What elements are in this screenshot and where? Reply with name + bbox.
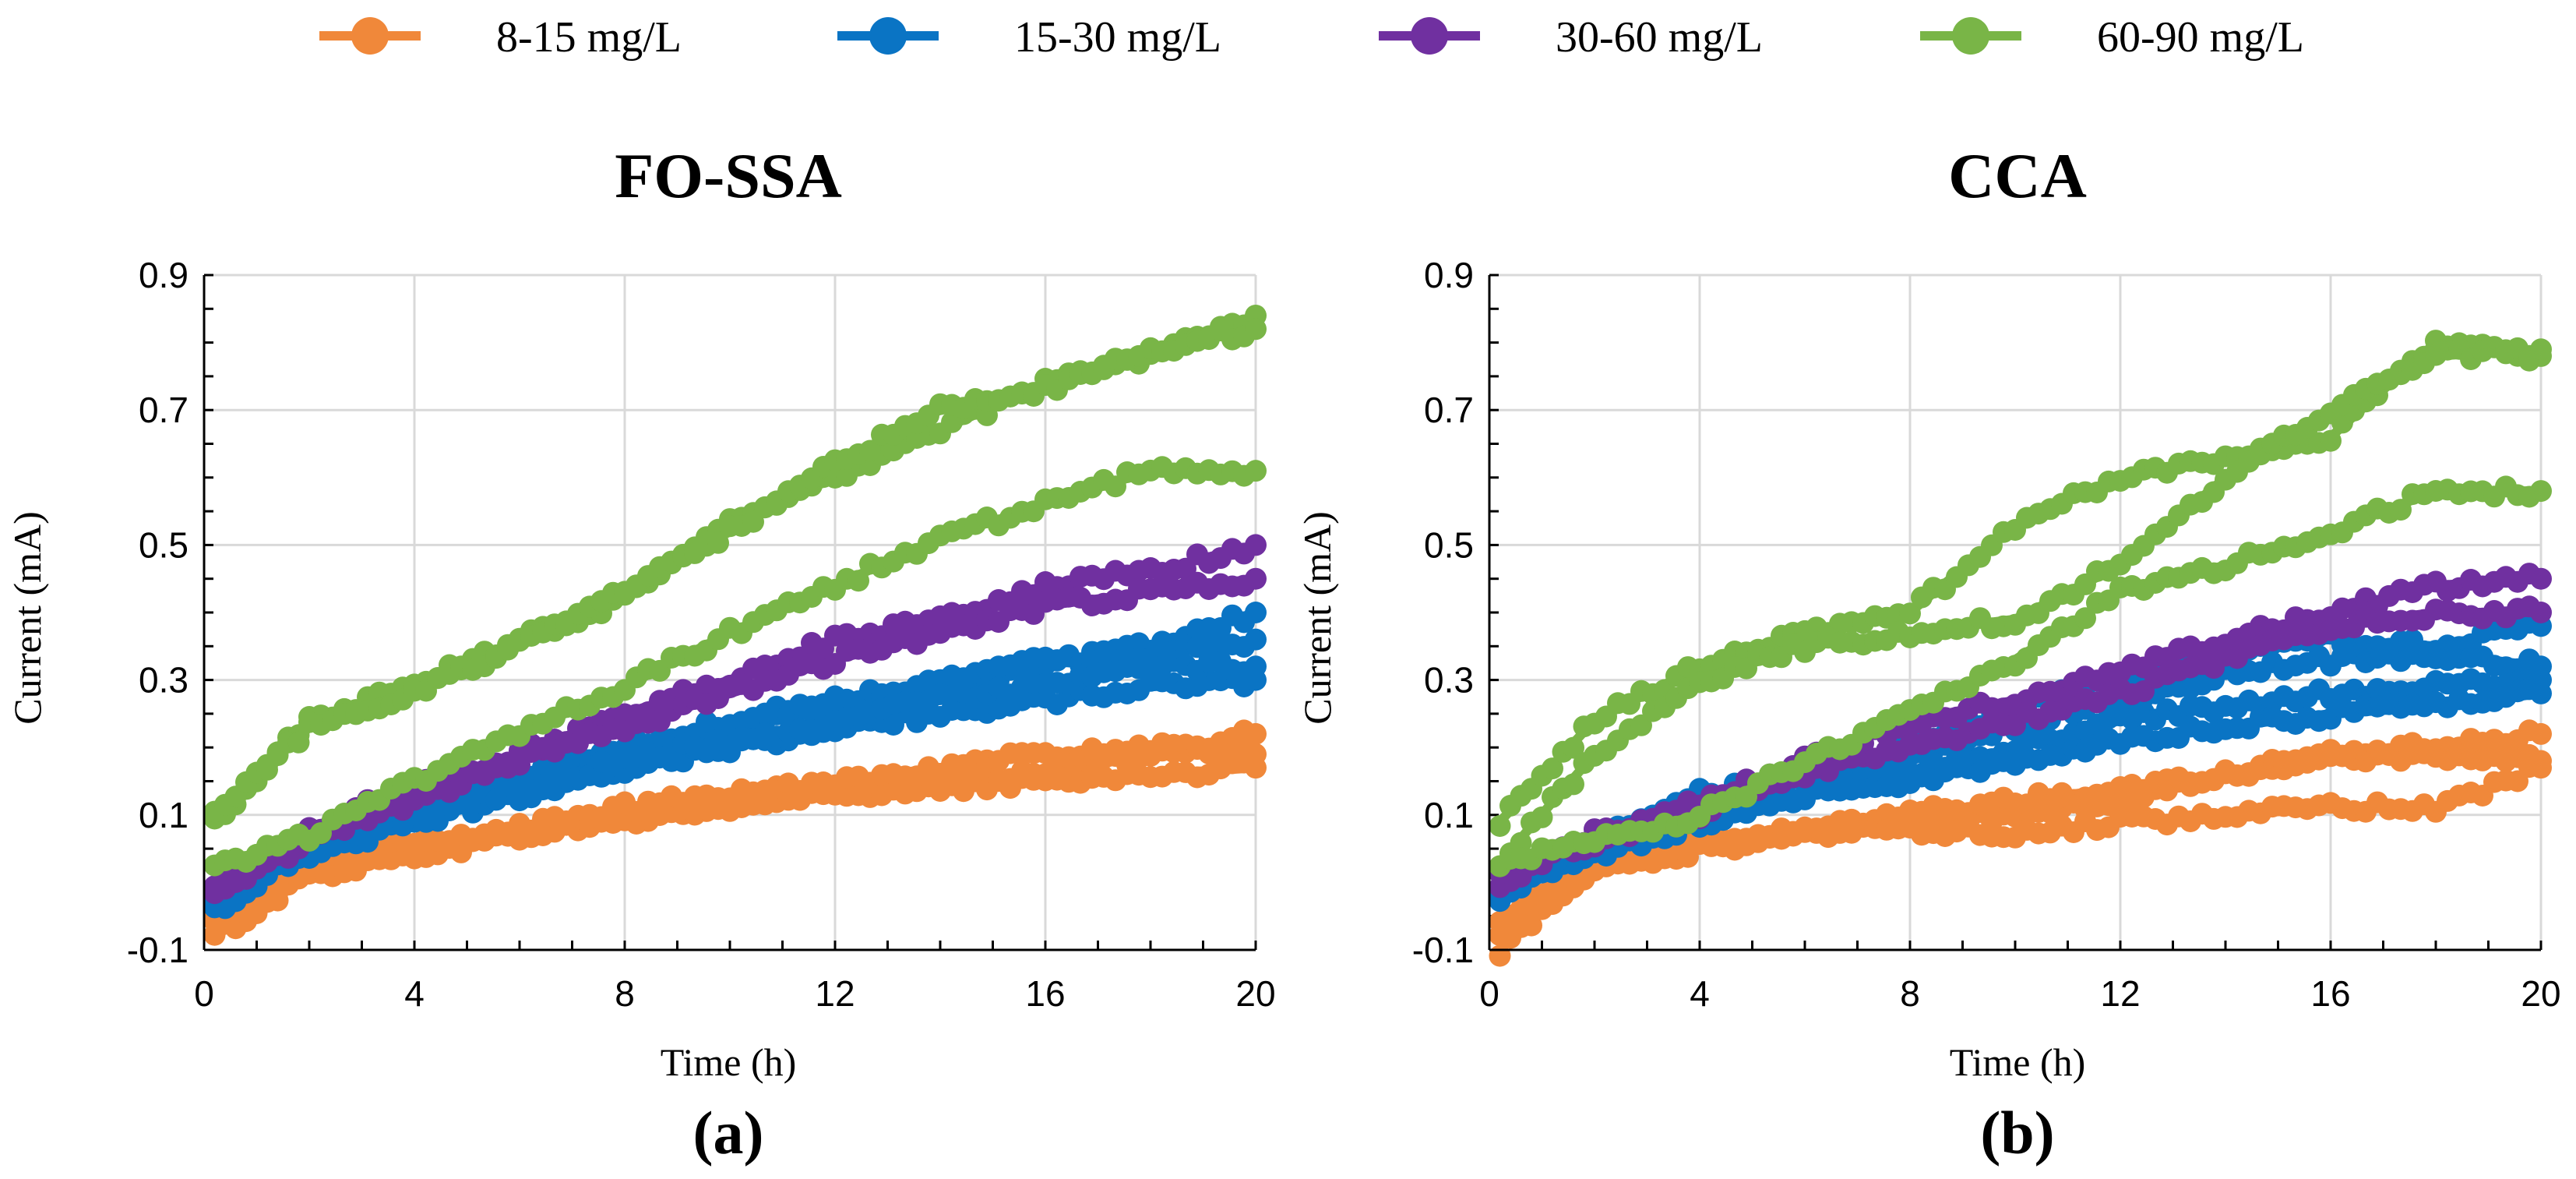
series-8-15-mg-l-b <box>1489 756 2552 947</box>
data-point <box>1563 773 1584 796</box>
data-point <box>1245 743 1267 765</box>
data-point <box>287 731 310 754</box>
data-point <box>2320 429 2342 452</box>
chart-panel-b: CCA 0 4 8 12 16 20 -0.1 0.1 0.3 0.5 0.7 0.9 Time (h… <box>1295 140 2561 1167</box>
x-tick-label-a: 16 <box>1025 973 1065 1014</box>
y-axis-label-b: Current (mA) <box>1295 511 1339 725</box>
data-point <box>1245 460 1267 482</box>
x-tick-label-b: 20 <box>2521 973 2560 1014</box>
x-tick-label-b: 12 <box>2100 973 2140 1014</box>
legend-label-60-90: 60-90 mg/L <box>2097 13 2304 62</box>
data-point <box>2530 567 2552 590</box>
chart-title-a: FO-SSA <box>615 140 842 211</box>
x-axis-label-a: Time (h) <box>661 1040 797 1084</box>
legend-marker-30-60 <box>1411 17 1448 55</box>
data-point <box>1510 831 1532 854</box>
series-60-90-mg-l-a <box>203 456 1267 877</box>
data-point <box>485 789 507 811</box>
y-tick-label-a: 0.5 <box>139 524 189 565</box>
x-tick-label-b: 4 <box>1690 973 1710 1014</box>
data-point <box>2530 722 2552 745</box>
y-tick-label-b: 0.3 <box>1424 660 1474 701</box>
legend-label-30-60: 30-60 mg/L <box>1556 13 1763 62</box>
data-point <box>1899 602 1921 625</box>
data-point <box>2530 757 2552 779</box>
data-point <box>1245 318 1267 341</box>
legend: 8-15 mg/L 15-30 mg/L 30-60 mg/L 60-90 mg… <box>319 13 2304 62</box>
data-point <box>1245 534 1267 556</box>
y-tick-label-b: 0.9 <box>1424 255 1474 295</box>
legend-entry-60-90: 60-90 mg/L <box>1920 13 2304 62</box>
y-axis-label-a: Current (mA) <box>5 511 49 725</box>
panel-label-a: (a) <box>693 1099 764 1167</box>
legend-marker-60-90 <box>1952 17 1989 55</box>
data-point <box>2530 480 2552 503</box>
data-point <box>848 570 869 592</box>
legend-label-15-30: 15-30 mg/L <box>1014 13 1221 62</box>
x-tick-label-a: 12 <box>815 973 855 1014</box>
series-60-90-mg-l-b <box>1489 336 2552 877</box>
data-point <box>1245 655 1267 678</box>
y-tick-label-b: 0.1 <box>1424 795 1474 835</box>
plot-area-b: 0 4 8 12 16 20 -0.1 0.1 0.3 0.5 0.7 0.9 <box>1412 255 2561 1014</box>
data-point <box>2530 682 2552 704</box>
legend-label-8-15: 8-15 mg/L <box>496 13 682 62</box>
y-tick-label-a: 0.3 <box>139 660 189 701</box>
data-point <box>1245 567 1267 590</box>
x-axis-label-b: Time (h) <box>1950 1040 2086 1084</box>
plot-area-a: 0 4 8 12 16 20 -0.1 0.1 0.3 0.5 0.7 0.9 <box>127 255 1276 1014</box>
data-point <box>2530 338 2552 361</box>
legend-marker-8-15 <box>351 17 389 55</box>
panel-label-b: (b) <box>1980 1099 2054 1167</box>
x-tick-label-b: 16 <box>2310 973 2350 1014</box>
chart-title-b: CCA <box>1948 140 2087 211</box>
data-point <box>1563 736 1584 759</box>
legend-entry-8-15: 8-15 mg/L <box>319 13 682 62</box>
x-tick-label-b: 0 <box>1479 973 1499 1014</box>
data-point <box>2390 499 2412 521</box>
y-tick-label-a: 0.7 <box>139 390 189 430</box>
legend-marker-15-30 <box>869 17 907 55</box>
data-point <box>1552 884 1574 905</box>
x-tick-label-a: 0 <box>194 973 214 1014</box>
series-60-90-mg-l-b <box>1489 475 2552 877</box>
data-point <box>1245 628 1267 651</box>
y-tick-label-b: 0.5 <box>1424 524 1474 565</box>
data-point <box>859 439 881 462</box>
data-point <box>1489 815 1511 837</box>
data-point <box>1531 806 1553 828</box>
series-60-90-mg-l-a <box>203 318 1267 823</box>
chart-panel-a: FO-SSA 0 4 8 12 16 20 -0.1 0.1 0.3 0.5 0.7 0.9 Time… <box>5 140 1276 1167</box>
data-point <box>2530 602 2552 623</box>
x-tick-label-b: 8 <box>1900 973 1920 1014</box>
x-tick-label-a: 4 <box>404 973 425 1014</box>
x-tick-label-a: 20 <box>1235 973 1275 1014</box>
y-tick-label-a: 0.1 <box>139 795 189 835</box>
data-point <box>2074 607 2096 630</box>
legend-entry-30-60: 30-60 mg/L <box>1379 13 1763 62</box>
x-tick-label-a: 8 <box>615 973 635 1014</box>
y-tick-label-b: -0.1 <box>1412 930 1474 970</box>
legend-entry-15-30: 15-30 mg/L <box>837 13 1221 62</box>
data-point <box>742 510 764 533</box>
data-point <box>707 531 729 554</box>
data-point <box>1542 757 1563 780</box>
y-tick-label-b: 0.7 <box>1424 390 1474 430</box>
y-tick-label-a: 0.9 <box>139 255 189 295</box>
y-tick-label-a: -0.1 <box>127 930 189 970</box>
data-point <box>1245 602 1267 623</box>
